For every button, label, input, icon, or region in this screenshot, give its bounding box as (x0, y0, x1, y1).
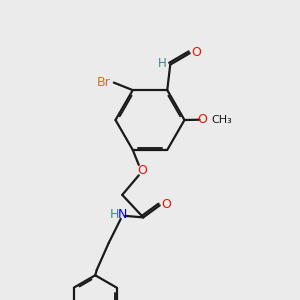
Text: Br: Br (97, 76, 111, 88)
Text: H: H (110, 208, 119, 220)
Text: O: O (198, 113, 207, 126)
Text: N: N (118, 208, 127, 220)
Text: CH₃: CH₃ (212, 115, 233, 125)
Text: H: H (158, 57, 166, 70)
Text: O: O (191, 46, 201, 59)
Text: O: O (161, 198, 171, 211)
Text: O: O (137, 164, 147, 177)
